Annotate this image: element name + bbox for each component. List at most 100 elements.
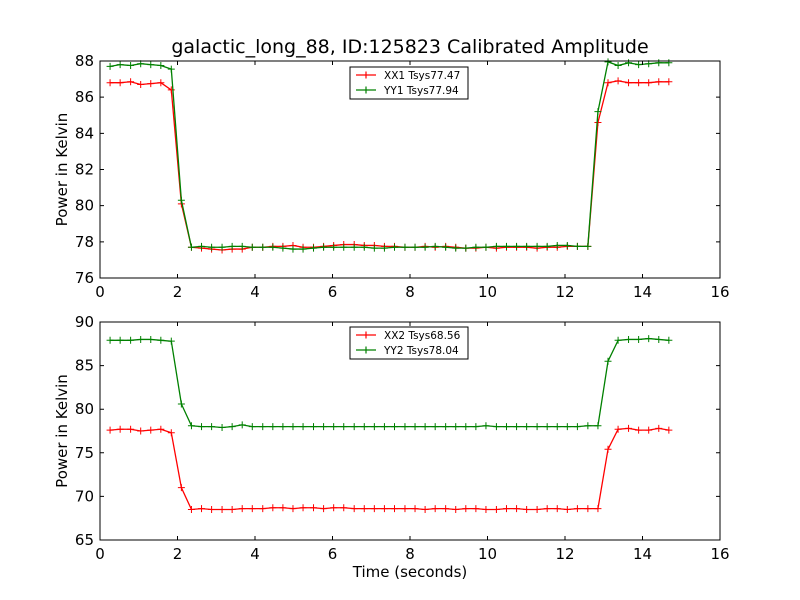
bottom-series-0-point [462, 505, 470, 513]
top-series-1-point [157, 62, 165, 70]
bottom-series-0-point [472, 505, 480, 513]
bottom-y-tick-label: 75 [75, 444, 94, 462]
bottom-series-0-point [452, 505, 460, 513]
top-series-1-point [604, 58, 612, 66]
top-series-1-point [320, 243, 328, 251]
bottom-series-0-point [543, 505, 551, 513]
bottom-series-0-point [533, 505, 541, 513]
bottom-series-1-point [279, 423, 287, 431]
top-series-1-point [198, 242, 206, 250]
top-series-1-point [177, 196, 185, 204]
bottom-series-1-point [472, 423, 480, 431]
bottom-x-tick-label: 10 [478, 545, 497, 563]
bottom-series-1-point [533, 423, 541, 431]
bottom-series-0-point [604, 445, 612, 453]
figure-title: galactic_long_88, ID:125823 Calibrated A… [171, 36, 648, 58]
top-series-0-point [614, 77, 622, 85]
bottom-series-0-point [157, 425, 165, 433]
top-x-tick-label: 6 [328, 283, 338, 301]
bottom-series-1-point [147, 335, 155, 343]
bottom-x-tick-label: 12 [555, 545, 574, 563]
bottom-series-0-point [289, 505, 297, 513]
bottom-series-1-point [310, 423, 318, 431]
bottom-series-1-point [340, 423, 348, 431]
top-series-1-point [187, 243, 195, 251]
bottom-series-0-point [279, 504, 287, 512]
bottom-y-axis-label: Power in Kelvin [53, 374, 71, 488]
bottom-series-1-point [462, 423, 470, 431]
bottom-series-1-point [116, 336, 124, 344]
bottom-series-0-point [340, 504, 348, 512]
bottom-series-0-point [330, 504, 338, 512]
bottom-y-tick-label: 70 [75, 487, 94, 505]
bottom-series-0-point [116, 425, 124, 433]
bottom-series-1-point [350, 423, 358, 431]
top-series-1-point [482, 243, 490, 251]
bottom-series-1-point [380, 423, 388, 431]
bottom-y-tick-label: 85 [75, 357, 94, 375]
top-series-1-point [655, 59, 663, 67]
bottom-legend-swatch-1 [356, 346, 376, 354]
bottom-series-0-point [513, 505, 521, 513]
bottom-series-1-point [563, 423, 571, 431]
bottom-series-0-point [137, 427, 145, 435]
top-series-1-point [147, 61, 155, 69]
bottom-x-tick-label: 14 [633, 545, 652, 563]
bottom-series-1-point [401, 423, 409, 431]
bottom-series-0-point [269, 504, 277, 512]
bottom-series-1-point [370, 423, 378, 431]
top-series-1-point [533, 242, 541, 250]
top-series-1-point [106, 62, 114, 70]
bottom-x-tick-label: 4 [250, 545, 260, 563]
bottom-series-1-point [431, 423, 439, 431]
plot-bottom: 0 2 4 6 8 10 12 14 16 65 70 75 80 85 90 Power in Kelvin… [53, 313, 730, 581]
bottom-series-0-point [370, 505, 378, 513]
top-series-1-point [411, 243, 419, 251]
top-series-1-point [127, 62, 135, 70]
bottom-series-1-point [594, 422, 602, 430]
bottom-series-0-point [391, 505, 398, 513]
top-series-1-point [228, 242, 236, 250]
bottom-x-axis-label: Time (seconds) [352, 563, 468, 581]
top-series-1-point [573, 242, 581, 250]
bottom-series-0-point [198, 505, 206, 513]
bottom-series-1-point [167, 337, 175, 345]
bottom-series-0-point [320, 505, 328, 513]
bottom-series-0-point [177, 484, 185, 492]
top-series-1-point [208, 243, 216, 251]
bottom-series-1-point [502, 423, 510, 431]
top-series-1-point [279, 244, 287, 252]
top-series-1-point [380, 244, 388, 252]
bottom-y-tick-label: 80 [75, 400, 94, 418]
bottom-legend-swatch-0 [356, 331, 376, 339]
top-y-tick-label: 86 [75, 88, 94, 106]
top-series-0-point [665, 78, 673, 86]
bottom-series-1-point [330, 423, 338, 431]
top-series-1-point [401, 243, 409, 251]
top-series-0-point [604, 79, 612, 87]
bottom-series-0-point [614, 425, 622, 433]
top-series-0-point [167, 86, 175, 94]
top-series-1-point [431, 242, 439, 250]
bottom-series-1-point [604, 357, 612, 365]
bottom-x-tick-label: 8 [405, 545, 415, 563]
top-series-1-point [462, 244, 470, 252]
bottom-x-tick-label: 6 [328, 545, 338, 563]
top-legend-swatch-1 [356, 86, 376, 94]
top-series-line-0 [110, 80, 669, 251]
top-x-tick-label: 2 [173, 283, 183, 301]
top-x-tick-label: 12 [555, 283, 574, 301]
bottom-x-tick-label: 16 [710, 545, 729, 563]
top-y-tick-label: 82 [75, 161, 94, 179]
bottom-series-line-0 [110, 427, 669, 511]
bottom-series-1-point [553, 423, 561, 431]
bottom-series-0-point [310, 504, 318, 512]
bottom-series-1-point [513, 423, 521, 431]
top-y-tick-label: 88 [75, 52, 94, 70]
top-series-1-point [421, 243, 429, 251]
top-series-1-point [472, 243, 480, 251]
bottom-series-1-point [421, 423, 429, 431]
bottom-series-1-point [665, 336, 673, 344]
top-series-0-point [635, 79, 643, 87]
